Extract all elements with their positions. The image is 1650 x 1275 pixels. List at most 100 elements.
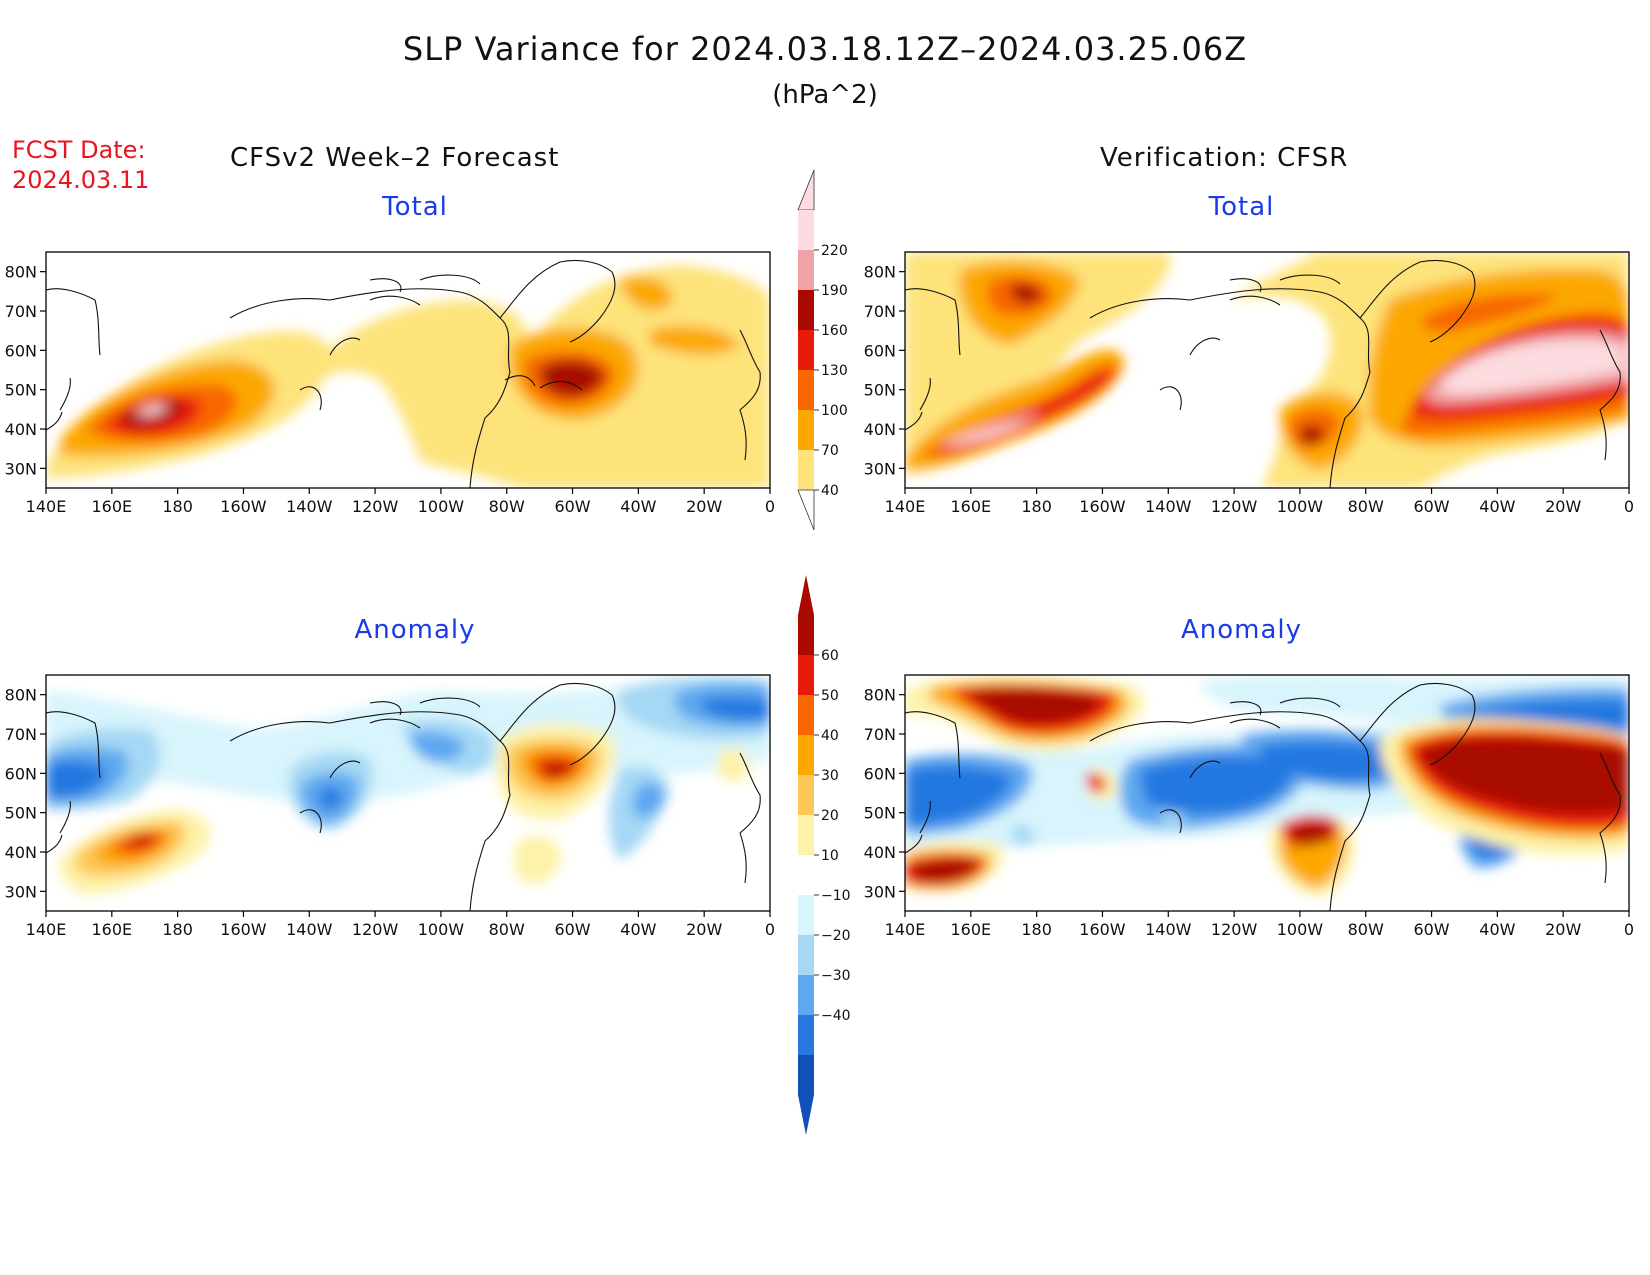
map-total-forecast: 80N 70N 60N 50N 40N 30N 140E 160E 180 160W 140W 12…	[5, 251, 775, 516]
colorbar-total-label: 100	[821, 403, 848, 419]
lon-tick-label: 100W	[418, 497, 465, 516]
colorbar-anomaly-label: 60	[821, 648, 839, 664]
lat-tick-label: 40N	[864, 843, 896, 862]
units-label: (hPa^2)	[772, 80, 878, 110]
colorbar-anomaly-label: 10	[821, 848, 839, 864]
lon-tick-label: 140E	[885, 497, 926, 516]
colorbar-anomaly-swatch	[798, 615, 814, 655]
colorbar-total-bottom-tip	[797, 489, 815, 531]
field-anomaly-forecast	[46, 675, 770, 911]
lon-tick-label: 80W	[489, 920, 525, 939]
lon-tick-label: 180	[1021, 920, 1052, 939]
panel-label-anomaly-forecast: Anomaly	[354, 615, 476, 645]
lon-tick-label: 140E	[26, 497, 67, 516]
colorbar-anomaly-label: 20	[821, 808, 839, 824]
lon-tick-label: 80W	[1348, 920, 1384, 939]
lon-tick-label: 60W	[554, 497, 590, 516]
colorbar-total-label: 40	[821, 483, 839, 499]
map-anomaly-forecast: 80N 70N 60N 50N 40N 30N 140E 160E 180 160W 140W 12…	[5, 674, 775, 939]
lon-tick-label: 160E	[950, 920, 991, 939]
lat-tick-label: 60N	[5, 341, 37, 360]
colorbar-anomaly-label: −10	[821, 888, 851, 904]
lon-tick-label: 20W	[1545, 497, 1581, 516]
lon-tick-label: 100W	[1277, 920, 1324, 939]
lon-tick-label: 160E	[91, 920, 132, 939]
lat-tick-label: 60N	[864, 341, 896, 360]
lon-tick-label: 20W	[686, 497, 722, 516]
colorbar-total-swatch	[798, 210, 814, 250]
lat-tick-label: 80N	[5, 686, 37, 705]
lat-tick-label: 30N	[864, 882, 896, 901]
colorbar-total-swatch	[798, 450, 814, 490]
colorbar-anomaly-label: 30	[821, 768, 839, 784]
colorbar-total-swatch	[798, 370, 814, 410]
field-total-verification	[905, 252, 1629, 488]
map-anomaly-verification: 80N 70N 60N 50N 40N 30N 140E 160E 180 160W 140W 12…	[864, 674, 1634, 939]
lon-tick-label: 160W	[1079, 497, 1126, 516]
lon-tick-label: 120W	[352, 497, 399, 516]
lon-tick-label: 140E	[885, 920, 926, 939]
lat-tick-label: 30N	[5, 459, 37, 478]
lon-tick-label: 60W	[1413, 920, 1449, 939]
colorbar-anomaly-label: 50	[821, 688, 839, 704]
lon-tick-label: 160W	[1079, 920, 1126, 939]
lon-tick-label: 140E	[26, 920, 67, 939]
colorbar-anomaly-label: −40	[821, 1008, 851, 1024]
colorbar-anomaly: 60 50 40 30 20 10 −10 −20 −30 −40	[798, 575, 851, 1135]
field-total-forecast	[46, 252, 770, 488]
lat-tick-label: 70N	[5, 725, 37, 744]
colorbar-total-swatch	[798, 330, 814, 370]
lon-tick-label: 160E	[91, 497, 132, 516]
colorbar-total-swatch	[798, 410, 814, 450]
colorbar-total-label: 70	[821, 443, 839, 459]
lon-tick-label: 100W	[418, 920, 465, 939]
colorbar-anomaly-swatch	[798, 655, 814, 695]
panel-label-total-forecast: Total	[382, 192, 448, 222]
lon-tick-label: 160W	[220, 920, 267, 939]
colorbar-total: 40 70 100 130 160 190 220	[797, 169, 848, 531]
lon-tick-label: 40W	[1479, 497, 1515, 516]
lon-tick-label: 100W	[1277, 497, 1324, 516]
lon-tick-label: 0	[1624, 497, 1634, 516]
lon-tick-label: 60W	[554, 920, 590, 939]
lon-tick-label: 140W	[1145, 497, 1192, 516]
lat-tick-label: 60N	[864, 764, 896, 783]
lon-tick-label: 20W	[1545, 920, 1581, 939]
forecast-date-value: 2024.03.11	[12, 166, 150, 194]
colorbar-total-swatch	[798, 290, 814, 330]
colorbar-total-top-tip	[797, 169, 815, 211]
lon-tick-label: 40W	[620, 920, 656, 939]
colorbar-anomaly-label: −20	[821, 928, 851, 944]
colorbar-anomaly-swatch	[798, 815, 814, 855]
colorbar-anomaly-swatch	[798, 775, 814, 815]
colorbar-total-label: 130	[821, 363, 848, 379]
lat-tick-label: 50N	[864, 804, 896, 823]
page-title: SLP Variance for 2024.03.18.12Z–2024.03.…	[402, 30, 1248, 68]
lat-tick-label: 80N	[864, 263, 896, 282]
lon-tick-label: 80W	[489, 497, 525, 516]
colorbar-anomaly-swatch	[798, 1015, 814, 1055]
lon-tick-label: 20W	[686, 920, 722, 939]
right-column-title: Verification: CFSR	[1100, 143, 1349, 173]
lon-tick-label: 80W	[1348, 497, 1384, 516]
lon-tick-label: 40W	[1479, 920, 1515, 939]
colorbar-anomaly-swatch	[798, 735, 814, 775]
colorbar-total-label: 220	[821, 243, 848, 259]
lat-tick-label: 70N	[864, 302, 896, 321]
colorbar-anomaly-swatch	[798, 695, 814, 735]
lon-tick-label: 180	[1021, 497, 1052, 516]
lon-tick-label: 180	[162, 497, 193, 516]
colorbar-total-label: 190	[821, 283, 848, 299]
colorbar-total-swatch	[798, 250, 814, 290]
lat-tick-label: 40N	[5, 420, 37, 439]
colorbar-anomaly-swatch	[798, 1055, 814, 1095]
lon-tick-label: 120W	[352, 920, 399, 939]
lat-tick-label: 50N	[5, 381, 37, 400]
lon-tick-label: 60W	[1413, 497, 1449, 516]
lon-tick-label: 0	[765, 920, 775, 939]
lon-tick-label: 40W	[620, 497, 656, 516]
lon-tick-label: 160W	[220, 497, 267, 516]
colorbar-anomaly-label: −30	[821, 968, 851, 984]
field-anomaly-verification	[905, 675, 1629, 911]
